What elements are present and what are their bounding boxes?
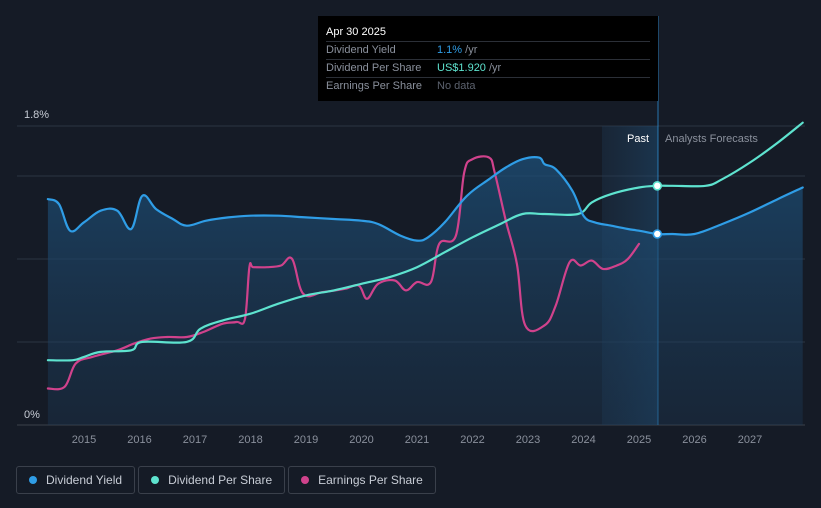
- x-tick-label: 2023: [516, 434, 540, 446]
- x-tick-label: 2022: [460, 434, 484, 446]
- x-tick-label: 2016: [127, 434, 151, 446]
- forecast-label: Analysts Forecasts: [665, 133, 758, 145]
- dividend-per-share-marker: [652, 181, 663, 191]
- dividend-per-share-line: [46, 121, 804, 362]
- dividend-yield-marker: [652, 229, 663, 239]
- dividend-yield-line: [46, 156, 804, 242]
- legend-dot-icon: [29, 476, 37, 484]
- x-tick-label: 2020: [349, 434, 373, 446]
- legend-item-earnings-per-share[interactable]: Earnings Per Share: [288, 466, 436, 494]
- tooltip-row-dividend-per-share: Dividend Per Share US$1.920 /yr: [326, 59, 650, 77]
- legend-label: Dividend Per Share: [168, 473, 273, 487]
- legend-dot-icon: [301, 476, 310, 484]
- x-tick-label: 2015: [72, 434, 96, 446]
- past-label: Past: [627, 133, 649, 145]
- tooltip-value-number: US$1.920: [437, 62, 486, 74]
- tooltip-value: US$1.920 /yr: [437, 60, 501, 77]
- legend-dot-icon: [151, 476, 160, 484]
- legend-label: Earnings Per Share: [318, 473, 423, 487]
- x-tick-label: 2019: [294, 434, 318, 446]
- markers: [652, 181, 663, 239]
- tooltip-value-number: 1.1%: [437, 44, 463, 56]
- tooltip-value-unit: /yr: [462, 44, 478, 56]
- x-tick-label: 2021: [405, 434, 429, 446]
- x-tick-label: 2024: [571, 434, 595, 446]
- x-tick-label: 2027: [738, 434, 762, 446]
- legend: Dividend Yield Dividend Per Share Earnin…: [16, 466, 436, 494]
- x-axis-ticks: 2015 2016 2017 2018 2019 2020 2021 2022 2023 2024…: [72, 434, 762, 446]
- tooltip-label: Dividend Yield: [326, 44, 396, 56]
- tooltip-label: Earnings Per Share: [326, 80, 422, 92]
- earnings-per-share-line: [46, 155, 641, 391]
- dividend-yield-area: [47, 157, 803, 426]
- series-lines: [46, 121, 804, 391]
- tooltip-value: 1.1% /yr: [437, 42, 477, 59]
- tooltip-label: Dividend Per Share: [326, 62, 422, 74]
- tooltip-date: Apr 30 2025: [326, 26, 386, 38]
- tooltip-row-dividend-yield: Dividend Yield 1.1% /yr: [326, 41, 650, 59]
- legend-label: Dividend Yield: [46, 473, 123, 487]
- y-axis-top-label: 1.8%: [24, 109, 49, 121]
- x-tick-label: 2025: [627, 434, 651, 446]
- tooltip: Apr 30 2025 Dividend Yield 1.1% /yr Divi…: [318, 16, 658, 101]
- legend-item-dividend-yield[interactable]: Dividend Yield: [16, 466, 136, 494]
- tooltip-value-unit: /yr: [485, 62, 502, 74]
- x-tick-label: 2026: [682, 434, 706, 446]
- x-tick-label: 2017: [183, 434, 207, 446]
- legend-item-dividend-per-share[interactable]: Dividend Per Share: [138, 466, 286, 494]
- tooltip-value: No data: [437, 80, 476, 92]
- y-axis-bottom-label: 0%: [24, 409, 40, 421]
- x-tick-label: 2018: [238, 434, 262, 446]
- tooltip-row-earnings-per-share: Earnings Per Share No data: [326, 77, 650, 95]
